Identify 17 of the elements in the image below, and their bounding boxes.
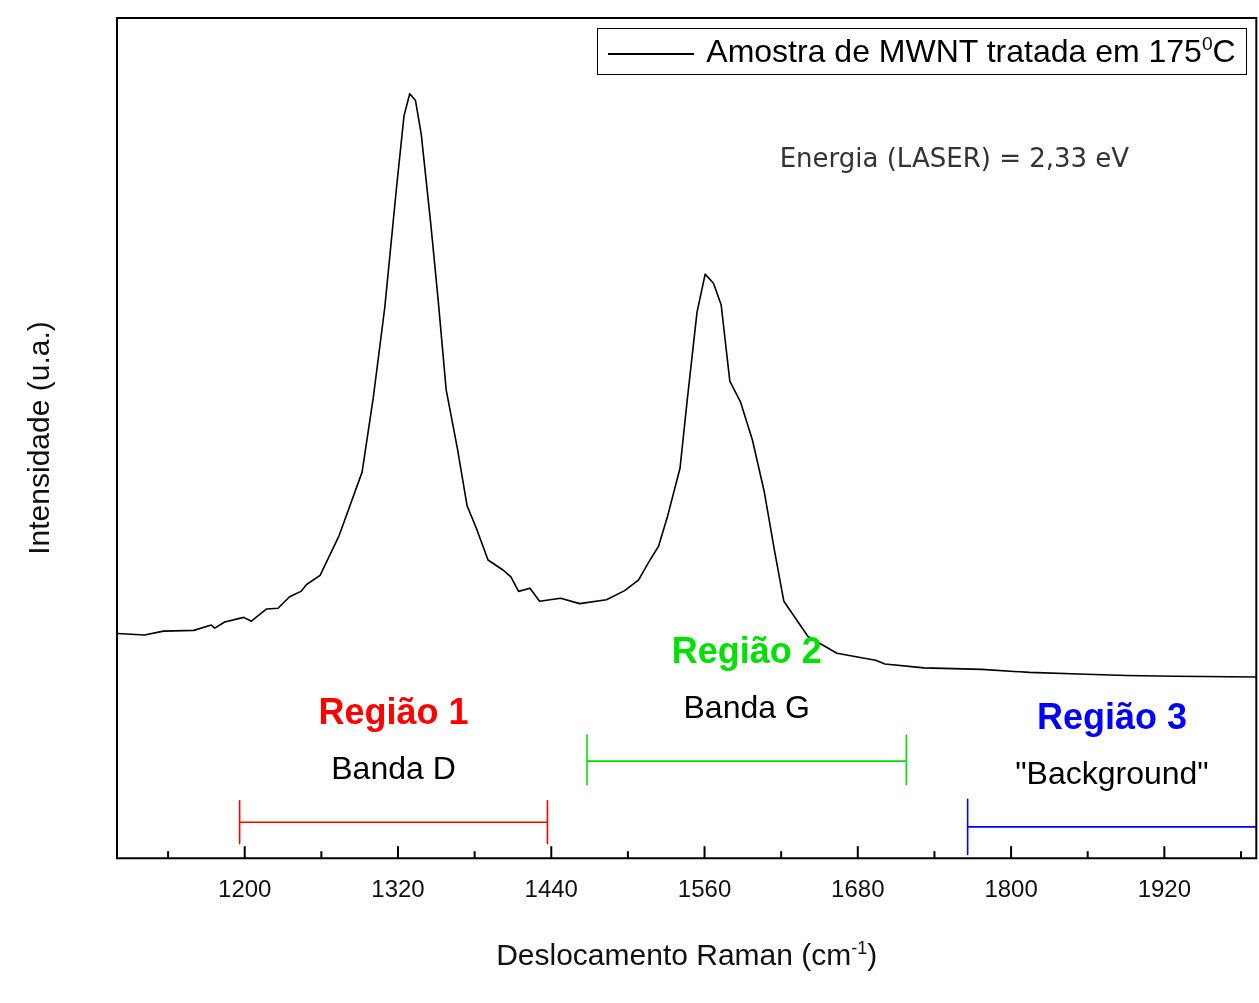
x-axis-title: Deslocamento Raman (cm$^{-1}$) (496, 938, 878, 973)
text: Região 2 (671, 630, 822, 672)
x-tick-label: 1560 (677, 875, 732, 903)
annotation: Banda D (331, 750, 456, 787)
x-tick-label: 1200 (218, 875, 272, 903)
x-tick-label: 1680 (831, 875, 885, 903)
x-tick-label: 1320 (371, 875, 425, 903)
legend-label: Amostra de MWNT tratada em 175$^{0}$C (706, 33, 1236, 69)
x-tick-label: 1920 (1137, 875, 1192, 903)
x-tick-label: 1800 (984, 875, 1038, 903)
y-axis-title: Intensidade (u.a.) (21, 321, 56, 555)
annotation: Banda G (683, 688, 810, 725)
text: Região 3 (1036, 695, 1187, 737)
annotation: "Background" (1015, 754, 1209, 791)
text: Região 1 (318, 691, 469, 733)
x-tick-label: 1440 (524, 875, 578, 903)
annotation: Energia (LASER) = 2,33 eV (779, 142, 1130, 173)
